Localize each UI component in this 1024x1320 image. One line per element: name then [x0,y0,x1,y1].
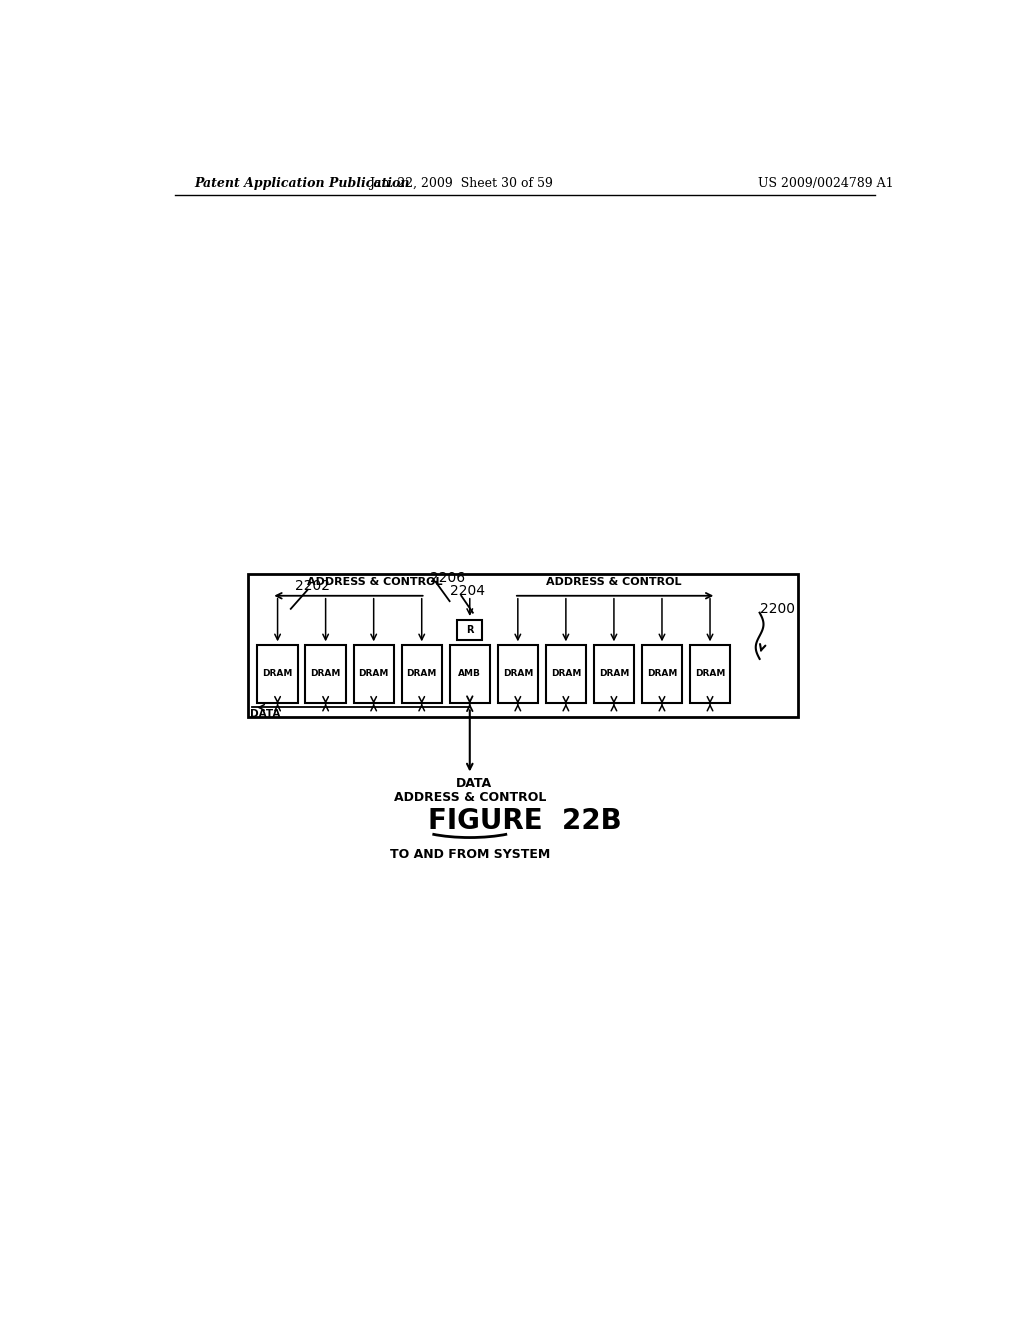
Bar [458,620,482,640]
Text: DRAM: DRAM [647,669,677,678]
Text: ADDRESS & CONTROL: ADDRESS & CONTROL [393,792,546,804]
Text: DRAM: DRAM [407,669,437,678]
Bar [401,645,442,702]
Text: DRAM: DRAM [358,669,389,678]
Text: DRAM: DRAM [599,669,629,678]
Bar [450,645,489,702]
Text: ADDRESS & CONTROL: ADDRESS & CONTROL [546,577,682,586]
Text: TO AND FROM SYSTEM: TO AND FROM SYSTEM [390,849,550,862]
Bar [498,645,538,702]
Bar [690,645,730,702]
Text: DRAM: DRAM [551,669,581,678]
Bar [305,645,346,702]
Text: FIGURE  22B: FIGURE 22B [428,807,622,834]
Text: 2204: 2204 [450,585,484,598]
Text: 2206: 2206 [430,572,465,585]
Text: DRAM: DRAM [695,669,725,678]
Text: US 2009/0024789 A1: US 2009/0024789 A1 [758,177,893,190]
Text: DRAM: DRAM [503,669,534,678]
Text: Jan. 22, 2009  Sheet 30 of 59: Jan. 22, 2009 Sheet 30 of 59 [370,177,553,190]
Bar [248,574,799,717]
Text: Patent Application Publication: Patent Application Publication [194,177,410,190]
Text: ADDRESS & CONTROL: ADDRESS & CONTROL [307,577,442,586]
Bar [594,645,634,702]
Bar [546,645,586,702]
Bar [353,645,394,702]
Text: DATA: DATA [456,776,492,789]
Text: DRAM: DRAM [310,669,341,678]
Text: 2202: 2202 [295,578,330,593]
Bar [642,645,682,702]
Text: 2200: 2200 [760,602,795,616]
Text: AMB: AMB [459,669,481,678]
Text: DATA: DATA [250,709,280,719]
Text: R: R [466,626,473,635]
Bar [257,645,298,702]
Text: DRAM: DRAM [262,669,293,678]
